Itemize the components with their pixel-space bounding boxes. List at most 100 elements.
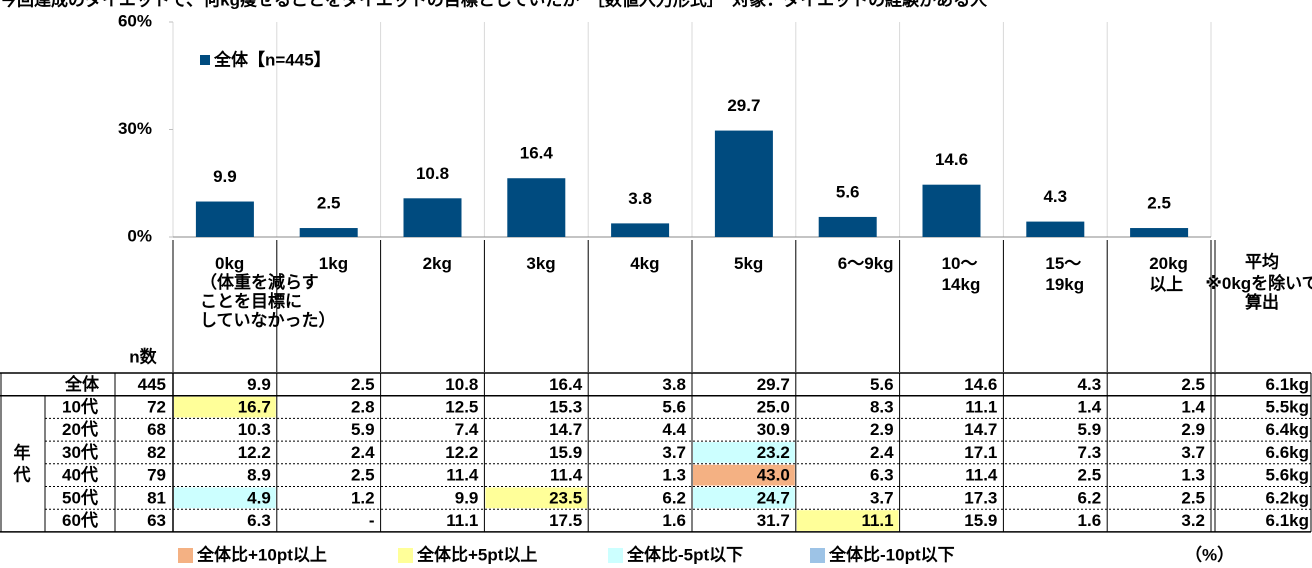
column-header: 10〜 14kg — [942, 254, 981, 294]
row-label: 40代 — [62, 465, 98, 485]
row-label: 60代 — [62, 510, 98, 530]
cell: 11.1 — [861, 511, 893, 530]
legend-label: 全体比-10pt以下 — [828, 544, 955, 564]
cell: 2.4 — [351, 443, 375, 462]
cell: 29.7 — [757, 375, 790, 394]
cell: - — [369, 511, 375, 530]
legend-label: 全体比+10pt以上 — [196, 544, 327, 564]
cell: 2.5 — [1181, 375, 1205, 394]
bar — [299, 228, 358, 237]
bar — [922, 184, 981, 237]
legend-label: 全体比+5pt以上 — [416, 544, 537, 564]
cell: 12.2 — [238, 443, 271, 462]
avg-value: 6.6kg — [1266, 443, 1309, 462]
cell: 7.3 — [1078, 443, 1102, 462]
cell: 8.3 — [870, 398, 894, 417]
n-value: 68 — [147, 420, 166, 439]
cell: 8.9 — [247, 466, 271, 485]
cell: 15.3 — [549, 398, 582, 417]
cell: 4.3 — [1078, 375, 1102, 394]
data-label: 2.5 — [1147, 194, 1171, 213]
y-tick-label: 30% — [118, 119, 152, 138]
cell: 10.3 — [238, 420, 271, 439]
highlight — [693, 464, 795, 486]
cell: 6.2 — [662, 488, 686, 507]
bar — [195, 201, 254, 237]
column-header: 20kg 以上 — [1149, 254, 1188, 294]
n-header: n数 — [129, 346, 157, 366]
cell: 14.7 — [964, 420, 997, 439]
data-label: 2.5 — [317, 194, 341, 213]
cell: 2.5 — [1181, 488, 1205, 507]
cell: 2.4 — [870, 443, 894, 462]
legend-swatch — [178, 548, 193, 563]
legend-swatch — [398, 548, 413, 563]
data-label: 9.9 — [213, 167, 237, 186]
cell: 2.5 — [351, 466, 375, 485]
cell: 11.1 — [446, 511, 478, 530]
avg-value: 5.6kg — [1266, 466, 1309, 485]
cell: 2.5 — [351, 375, 375, 394]
bar — [507, 178, 566, 237]
bar — [1026, 221, 1085, 237]
legend-label: 全体【n=445】 — [213, 49, 331, 69]
bar — [403, 198, 462, 237]
cell: 2.8 — [351, 398, 375, 417]
column-header: 5kg — [734, 254, 763, 273]
cell: 11.4 — [550, 466, 583, 485]
data-label: 4.3 — [1043, 187, 1067, 206]
data-label: 16.4 — [520, 144, 554, 163]
cell: 1.6 — [1078, 511, 1102, 530]
n-value: 63 — [147, 511, 166, 530]
n-value: 445 — [138, 375, 166, 394]
avg-value: 6.1kg — [1266, 375, 1309, 394]
cell: 1.3 — [1181, 466, 1205, 485]
cell: 1.4 — [1078, 398, 1102, 417]
data-label: 5.6 — [836, 182, 860, 201]
column-header: 2kg — [423, 254, 452, 273]
cell: 3.2 — [1181, 511, 1205, 530]
unit: （%） — [1185, 544, 1234, 564]
cell: 1.3 — [662, 466, 686, 485]
cell: 24.7 — [757, 488, 790, 507]
cell: 5.6 — [870, 375, 894, 394]
cell: 5.9 — [1078, 420, 1102, 439]
column-header: 0kg — [215, 254, 244, 273]
column-header: 1kg — [319, 254, 348, 273]
n-value: 79 — [147, 466, 166, 485]
cell: 11.4 — [965, 466, 998, 485]
cell: 11.4 — [446, 466, 479, 485]
cell: 23.2 — [757, 443, 790, 462]
bar — [818, 216, 877, 237]
group-label: 年代 — [13, 443, 31, 485]
cell: 15.9 — [964, 511, 997, 530]
highlight — [796, 510, 899, 531]
cell: 7.4 — [455, 420, 479, 439]
avg-value: 5.5kg — [1266, 398, 1309, 417]
cell: 17.3 — [964, 488, 997, 507]
avg-note: ※0kgを除いて算出 — [1205, 273, 1312, 312]
row-label: 50代 — [62, 487, 98, 507]
data-label: 3.8 — [628, 189, 652, 208]
cell: 5.9 — [351, 420, 375, 439]
legend-swatch — [810, 548, 825, 563]
cell: 1.6 — [662, 511, 686, 530]
cell: 9.9 — [247, 375, 271, 394]
avg-value: 6.2kg — [1266, 488, 1309, 507]
column-header: 15〜 19kg — [1045, 254, 1084, 294]
highlight — [174, 487, 276, 509]
row-label: 10代 — [62, 397, 98, 417]
cell: 6.2 — [1078, 488, 1102, 507]
cell: 14.6 — [964, 375, 997, 394]
row-label: 20代 — [62, 419, 98, 439]
y-tick-label: 0% — [127, 226, 152, 245]
cell: 6.3 — [247, 511, 271, 530]
cell: 14.7 — [549, 420, 582, 439]
avg-value: 6.1kg — [1266, 511, 1309, 530]
cell: 2.9 — [1181, 420, 1205, 439]
y-tick-label: 60% — [118, 11, 152, 30]
highlight — [693, 442, 795, 463]
legend-swatch — [608, 548, 623, 563]
cell: 25.0 — [757, 398, 790, 417]
